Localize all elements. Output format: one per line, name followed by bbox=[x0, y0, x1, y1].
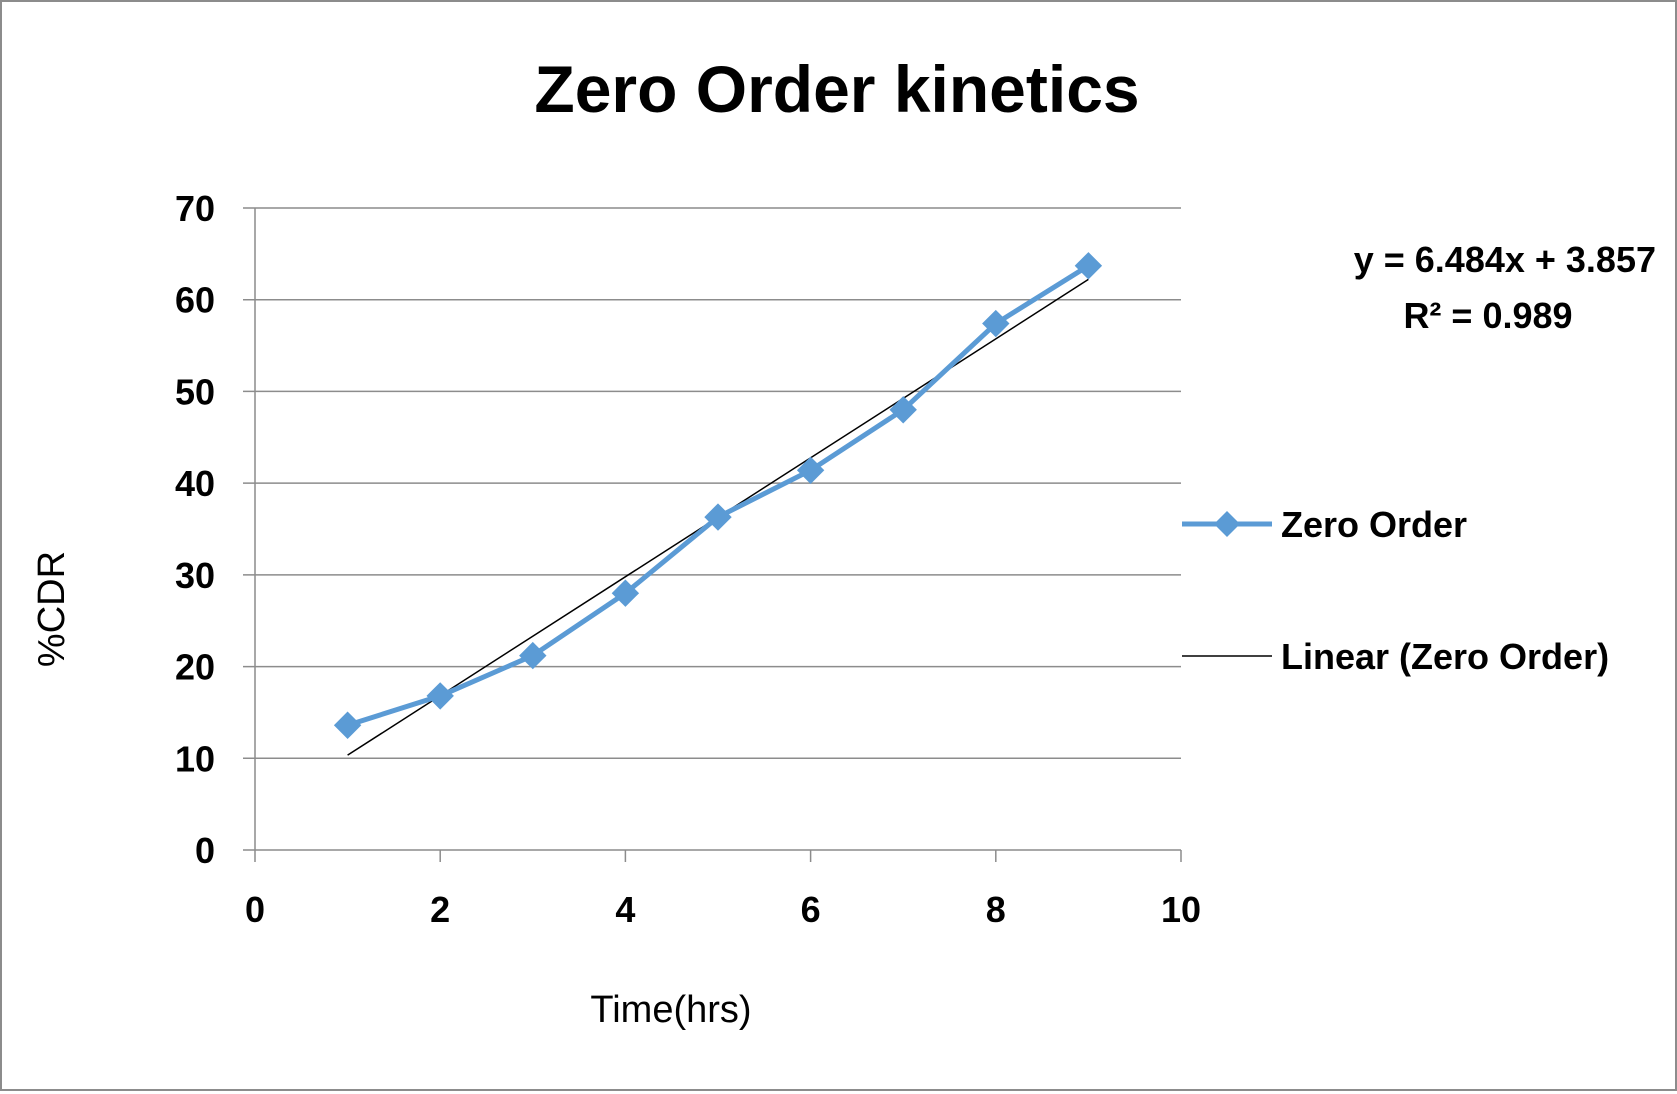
series-layer bbox=[333, 252, 1103, 739]
trendline-equation: y = 6.484x + 3.857 bbox=[1354, 239, 1656, 280]
legend: Zero Order Linear (Zero Order) bbox=[1182, 504, 1609, 677]
x-tick-label-6: 6 bbox=[801, 889, 821, 930]
y-tick-label-70: 70 bbox=[175, 188, 215, 229]
x-tick-label-4: 4 bbox=[615, 889, 635, 930]
x-tick-label-0: 0 bbox=[245, 889, 265, 930]
tick-labels: 0 10 20 30 40 50 60 70 0 2 4 6 8 10 bbox=[175, 188, 1201, 930]
data-point-7 bbox=[889, 396, 917, 424]
data-point-6 bbox=[796, 456, 825, 485]
y-tick-label-50: 50 bbox=[175, 371, 215, 412]
series-line-zero-order bbox=[346, 263, 1090, 728]
chart-title: Zero Order kinetics bbox=[534, 52, 1139, 126]
legend-label-zero-order: Zero Order bbox=[1281, 504, 1467, 545]
y-tick-label-30: 30 bbox=[175, 555, 215, 596]
data-point-8 bbox=[982, 309, 1010, 338]
trendline-r-squared: R² = 0.989 bbox=[1403, 295, 1572, 336]
data-point-1 bbox=[333, 711, 362, 739]
x-tick-label-2: 2 bbox=[430, 889, 450, 930]
legend-label-linear-zero-order: Linear (Zero Order) bbox=[1281, 636, 1609, 677]
data-point-2 bbox=[426, 682, 454, 710]
x-tick-label-8: 8 bbox=[986, 889, 1006, 930]
data-point-3 bbox=[519, 641, 547, 670]
x-tick-label-10: 10 bbox=[1161, 889, 1201, 930]
data-point-4 bbox=[611, 579, 640, 607]
y-tick-label-0: 0 bbox=[195, 830, 215, 871]
y-tick-label-10: 10 bbox=[175, 738, 215, 779]
data-point-5 bbox=[704, 503, 732, 531]
y-tick-label-20: 20 bbox=[175, 647, 215, 688]
grid-lines bbox=[243, 207, 1181, 760]
y-tick-label-40: 40 bbox=[175, 463, 215, 504]
axes bbox=[243, 208, 1182, 862]
data-point-9 bbox=[1074, 252, 1103, 280]
x-axis-title: Time(hrs) bbox=[590, 989, 751, 1031]
y-tick-label-60: 60 bbox=[175, 280, 215, 321]
legend-series-marker bbox=[1214, 511, 1240, 537]
y-axis-title: %CDR bbox=[31, 551, 73, 667]
